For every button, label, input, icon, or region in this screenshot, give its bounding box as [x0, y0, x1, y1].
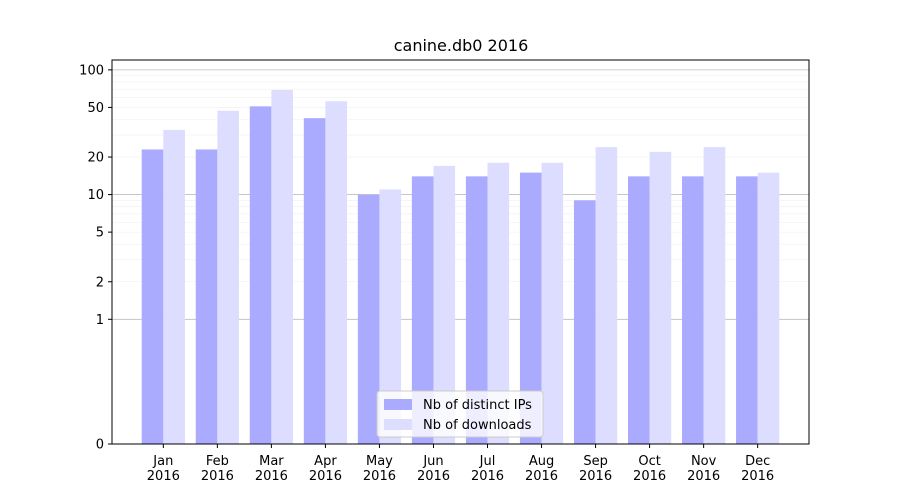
- bar-distinct-ips-8: [573, 200, 596, 444]
- bar-downloads-2: [271, 89, 294, 444]
- y-tick-label: 20: [87, 151, 104, 166]
- bar-downloads-4: [379, 189, 402, 444]
- x-tick-label: Nov: [691, 454, 717, 469]
- axis-layer: Jan2016Feb2016Mar2016Apr2016May2016Jun20…: [79, 63, 774, 484]
- y-tick-label: 50: [87, 101, 104, 116]
- legend-swatch: [384, 399, 412, 410]
- bar-downloads-10: [703, 147, 726, 444]
- x-tick-label: 2016: [255, 469, 288, 484]
- y-tick-label: 100: [79, 63, 104, 78]
- bar-distinct-ips-3: [303, 118, 326, 445]
- plot-frame: [111, 59, 810, 445]
- x-tick-label: Jul: [479, 454, 496, 469]
- x-tick-label: 2016: [633, 469, 666, 484]
- x-tick-label: Apr: [314, 454, 337, 469]
- x-tick-label: 2016: [471, 469, 504, 484]
- bar-distinct-ips-9: [627, 176, 650, 444]
- x-tick-label: Sep: [583, 454, 608, 469]
- x-tick-label: Feb: [206, 454, 229, 469]
- bar-distinct-ips-1: [195, 149, 218, 444]
- x-tick-label: 2016: [417, 469, 450, 484]
- bar-downloads-7: [541, 162, 564, 444]
- bar-distinct-ips-7: [519, 172, 542, 444]
- y-tick-label: 5: [96, 226, 104, 241]
- bar-distinct-ips-11: [736, 176, 758, 444]
- bar-downloads-8: [595, 147, 618, 444]
- bar-downloads-11: [757, 172, 780, 444]
- legend-label: Nb of distinct IPs: [423, 398, 532, 413]
- x-tick-label: 2016: [309, 469, 342, 484]
- bar-downloads-5: [433, 165, 456, 444]
- y-tick-label: 1: [96, 313, 104, 328]
- x-tick-label: 2016: [741, 469, 774, 484]
- legend-box: [376, 390, 544, 438]
- x-tick-label: 2016: [363, 469, 396, 484]
- y-tick-label: 0: [96, 438, 104, 453]
- bar-distinct-ips-5: [411, 176, 434, 444]
- x-tick-label: Aug: [529, 454, 554, 469]
- x-tick-label: 2016: [687, 469, 720, 484]
- y-tick-label: 10: [87, 188, 104, 203]
- x-tick-label: May: [366, 454, 393, 469]
- bar-downloads-1: [217, 110, 239, 444]
- bars-layer: [141, 89, 780, 445]
- x-tick-label: Dec: [745, 454, 770, 469]
- bar-downloads-6: [487, 162, 510, 444]
- x-tick-label: 2016: [147, 469, 180, 484]
- chart-title: canine.db0 2016: [394, 36, 529, 55]
- x-tick-label: 2016: [525, 469, 558, 484]
- legend: Nb of distinct IPs Nb of downloads: [376, 390, 544, 438]
- legend-label: Nb of downloads: [423, 418, 532, 433]
- x-tick-label: Jan: [152, 454, 173, 469]
- bar-downloads-9: [649, 151, 672, 444]
- bar-distinct-ips-0: [141, 149, 164, 444]
- x-tick-label: Jun: [422, 454, 443, 469]
- y-tick-label: 2: [96, 275, 104, 290]
- bar-distinct-ips-4: [357, 194, 380, 444]
- bar-distinct-ips-2: [249, 106, 272, 444]
- x-tick-label: Mar: [259, 454, 284, 469]
- bar-downloads-0: [163, 129, 185, 444]
- bar-downloads-3: [325, 101, 348, 445]
- bar-distinct-ips-6: [465, 176, 488, 444]
- legend-swatch: [384, 419, 412, 430]
- bar-distinct-ips-10: [682, 176, 704, 444]
- x-tick-label: 2016: [579, 469, 612, 484]
- x-tick-label: 2016: [201, 469, 234, 484]
- x-tick-label: Oct: [638, 454, 660, 469]
